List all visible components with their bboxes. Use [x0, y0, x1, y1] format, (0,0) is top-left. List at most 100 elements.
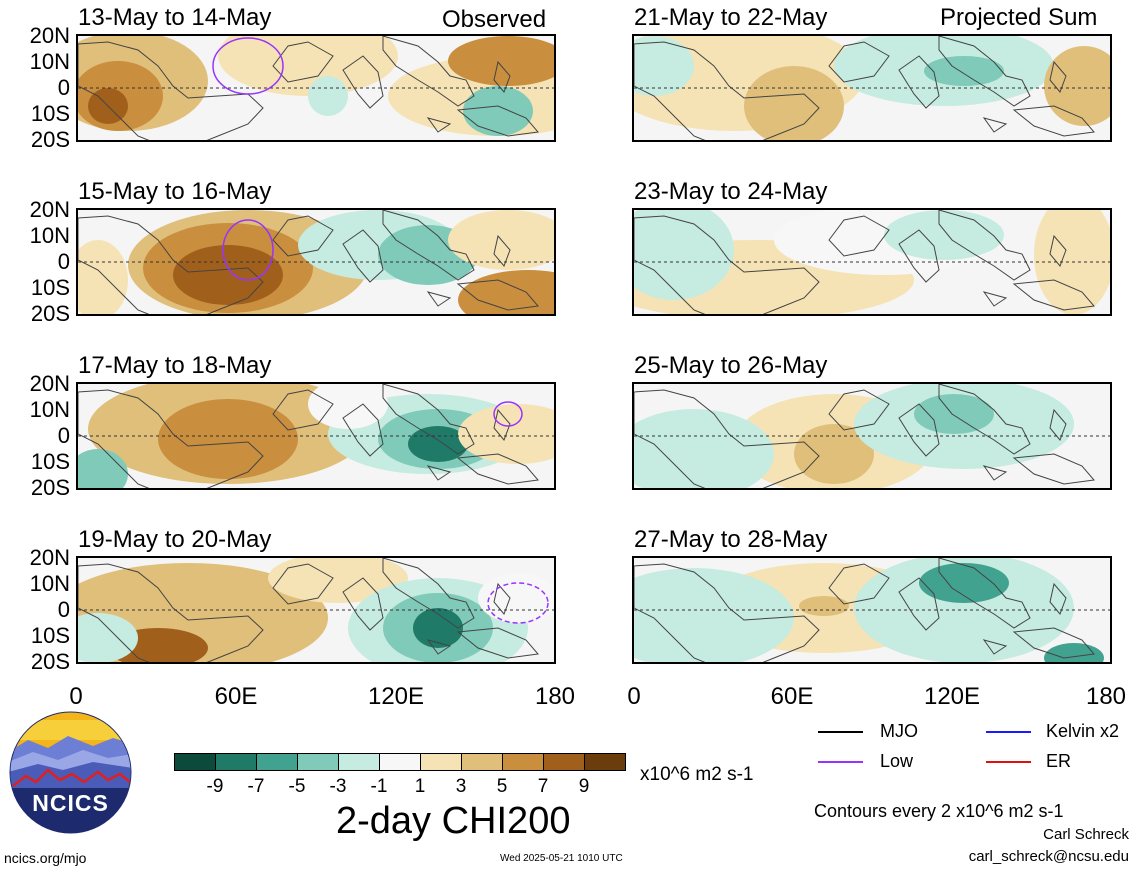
panel-title-left-3: 17-May to 18-May	[78, 352, 272, 379]
colorbar-swatch	[297, 753, 339, 771]
projected-label: Projected Sum	[940, 4, 1098, 31]
lon-label: 180	[534, 683, 576, 710]
colorbar-label: -5	[288, 776, 306, 797]
map-panel-projected-4	[632, 556, 1112, 664]
lat-label: 0	[57, 75, 70, 100]
panel-title-left-1: 13-May to 14-May	[78, 4, 272, 31]
footer-timestamp: Wed 2025-05-21 1010 UTC	[500, 853, 623, 864]
lon-label: 60E	[214, 683, 258, 710]
coastline	[426, 639, 452, 655]
lat-label: 10S	[30, 275, 70, 300]
colorbar-label: 9	[578, 776, 590, 797]
colorbar-title: 2-day CHI200	[336, 800, 571, 842]
coastline	[493, 60, 511, 93]
coastline	[982, 465, 1008, 481]
colorbar-swatch	[584, 753, 626, 771]
lat-label: 0	[57, 423, 70, 448]
lat-label: 20S	[30, 649, 70, 674]
lat-label: 20S	[30, 301, 70, 326]
colorbar-swatch	[256, 753, 298, 771]
lat-label: 10N	[29, 223, 70, 248]
coastline	[426, 291, 452, 307]
anomaly-region	[884, 210, 1004, 260]
colorbar-label: -1	[370, 776, 388, 797]
colorbar-swatch	[420, 753, 462, 771]
anomaly-region	[308, 384, 388, 429]
coastline	[456, 105, 539, 137]
colorbar-label: 5	[496, 776, 508, 797]
low-contour	[222, 219, 274, 281]
coastline	[272, 563, 334, 605]
coastline	[493, 234, 511, 267]
lat-label: 10S	[30, 623, 70, 648]
coastline	[982, 639, 1008, 655]
colorbar-label: 1	[414, 776, 426, 797]
contours-note: Contours every 2 x10^6 m2 s-1	[814, 801, 1064, 821]
lon-label: 120E	[923, 683, 981, 710]
anomaly-region	[1044, 46, 1110, 126]
lat-label: 20N	[29, 545, 70, 570]
anomaly-region	[634, 409, 774, 488]
ncics-logo: NCICS	[8, 710, 133, 835]
coastline	[382, 384, 475, 455]
anomaly-region	[78, 613, 138, 662]
anomaly-map	[78, 210, 554, 314]
kelvin-legend-label: Kelvin x2	[1046, 721, 1120, 741]
colorbar-label: -9	[206, 776, 224, 797]
anomaly-region	[268, 558, 408, 603]
colorbar-swatch	[338, 753, 380, 771]
footer-url: ncics.org/mjo	[4, 850, 87, 866]
map-panel-projected-1	[632, 34, 1112, 142]
lat-label: 10S	[30, 449, 70, 474]
coastline	[382, 36, 475, 107]
anomaly-region	[413, 608, 463, 648]
anomaly-region	[794, 424, 874, 484]
lon-label: 0	[627, 683, 641, 710]
lat-label: 10N	[29, 397, 70, 422]
coastline	[898, 403, 940, 457]
anomaly-region	[634, 36, 694, 96]
coastline	[493, 582, 511, 615]
coastline	[382, 558, 475, 629]
coastline	[634, 215, 820, 314]
lon-label: 0	[69, 683, 83, 710]
anomaly-region	[408, 426, 468, 462]
lat-label: 0	[57, 249, 70, 274]
er-legend-line	[986, 761, 1031, 763]
anomaly-region	[634, 210, 734, 300]
coastline	[938, 210, 1031, 281]
coastline	[78, 563, 264, 662]
coastline	[1049, 582, 1067, 615]
coastline	[342, 55, 384, 109]
lat-label: 10S	[30, 101, 70, 126]
lat-label: 20N	[29, 371, 70, 396]
coastline	[456, 627, 539, 659]
lat-label: 20S	[30, 127, 70, 152]
anomaly-region	[458, 270, 554, 314]
map-panel-projected-3	[632, 382, 1112, 490]
coastline	[493, 408, 511, 441]
coastline	[456, 279, 539, 311]
anomaly-map	[634, 384, 1110, 488]
low-contour	[493, 401, 523, 427]
coastline	[1012, 627, 1095, 659]
coastline	[634, 389, 820, 488]
er-legend-label: ER	[1046, 751, 1072, 771]
ncics-logo-text: NCICS	[32, 790, 109, 816]
coastline	[342, 577, 384, 631]
anomaly-region	[308, 76, 348, 116]
panel-title-right-3: 25-May to 26-May	[634, 352, 828, 379]
coastline	[634, 41, 820, 140]
low-legend-line	[818, 761, 863, 763]
footer-email: carl_schreck@ncsu.edu	[968, 848, 1129, 865]
footer-author: Carl Schreck	[1043, 826, 1129, 843]
lat-label: 20N	[29, 23, 70, 48]
coastline	[828, 563, 890, 605]
coastline	[1049, 234, 1067, 267]
anomaly-map	[78, 384, 554, 488]
map-panel-observed-4	[76, 556, 556, 664]
anomaly-region	[448, 36, 554, 86]
anomaly-region	[158, 399, 298, 479]
coastline	[78, 215, 264, 314]
coastline	[272, 41, 334, 83]
